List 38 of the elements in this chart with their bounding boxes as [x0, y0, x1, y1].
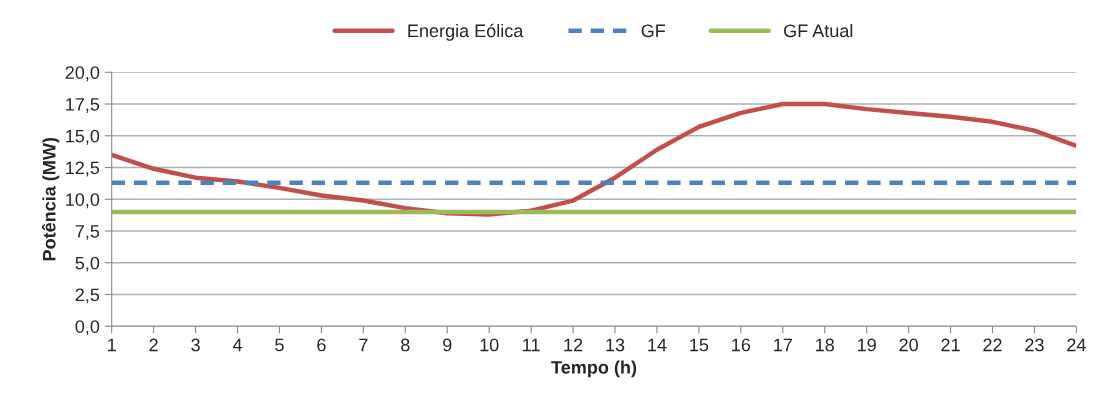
- x-tick-label: 19: [858, 338, 876, 352]
- y-tick-label: 12,5: [66, 161, 100, 177]
- x-tick-label: 16: [732, 338, 751, 352]
- y-tick-label: 15,0: [66, 129, 100, 145]
- x-axis-title: Tempo (h): [551, 360, 637, 378]
- y-axis-title: Potência (MW): [41, 137, 60, 261]
- x-tick-label: 3: [191, 338, 200, 352]
- x-tick-label: 9: [443, 338, 452, 352]
- y-tick-label: 20,0: [65, 66, 100, 82]
- y-tick-label: 5,0: [75, 256, 100, 272]
- x-tick-label: 24: [1067, 338, 1086, 352]
- y-tick-label: 7,5: [75, 225, 100, 240]
- x-tick-label: 20: [899, 338, 918, 352]
- x-tick-label: 13: [606, 338, 625, 352]
- legend-label: GF Atual: [784, 23, 853, 38]
- x-tick-label: 14: [648, 338, 667, 352]
- x-tick-label: 11: [523, 338, 540, 352]
- x-tick-label: 2: [149, 338, 158, 352]
- x-tick-label: 12: [564, 338, 583, 352]
- y-tick-label: 10,0: [66, 193, 100, 209]
- x-tick-label: 17: [774, 338, 792, 352]
- x-tick-label: 1: [108, 338, 116, 352]
- y-tick-label: 17,5: [66, 98, 100, 113]
- x-tick-label: 23: [1025, 338, 1044, 352]
- legend-label: Energia Eólica: [408, 23, 524, 41]
- x-tick-label: 22: [983, 338, 1002, 352]
- y-tick-label: 0,0: [75, 320, 100, 336]
- x-tick-label: 4: [232, 338, 243, 352]
- x-tick-label: 6: [317, 338, 326, 352]
- x-tick-label: 15: [690, 338, 709, 352]
- x-tick-label: 10: [480, 338, 499, 352]
- x-tick-label: 18: [816, 338, 834, 352]
- x-tick-label: 5: [275, 338, 284, 352]
- x-tick-label: 21: [941, 338, 960, 352]
- x-tick-label: 7: [359, 338, 368, 352]
- y-tick-label: 2,5: [75, 288, 100, 304]
- x-tick-label: 8: [401, 338, 410, 352]
- legend-label: GF: [641, 24, 666, 38]
